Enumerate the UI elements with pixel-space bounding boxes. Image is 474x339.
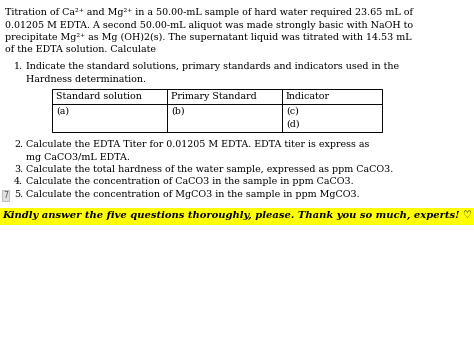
Text: Standard solution: Standard solution xyxy=(56,92,142,101)
Text: Hardness determination.: Hardness determination. xyxy=(26,75,146,83)
Text: 3.: 3. xyxy=(14,165,23,174)
Text: 5.: 5. xyxy=(14,190,23,199)
Text: (c): (c) xyxy=(286,107,299,116)
Text: Calculate the total hardness of the water sample, expressed as ppm CaCO3.: Calculate the total hardness of the wate… xyxy=(26,165,393,174)
Text: Primary Standard: Primary Standard xyxy=(171,92,257,101)
Text: precipitate Mg²⁺ as Mg (OH)2(s). The supernatant liquid was titrated with 14.53 : precipitate Mg²⁺ as Mg (OH)2(s). The sup… xyxy=(5,33,411,42)
Text: Indicator: Indicator xyxy=(286,92,330,101)
Text: Calculate the EDTA Titer for 0.01205 M EDTA. EDTA titer is express as: Calculate the EDTA Titer for 0.01205 M E… xyxy=(26,140,369,149)
Text: Kindly answer the five questions thoroughly, please. Thank you so much, experts!: Kindly answer the five questions thoroug… xyxy=(2,211,472,220)
Text: (b): (b) xyxy=(171,107,185,116)
Text: 1.: 1. xyxy=(14,62,23,71)
Text: 4.: 4. xyxy=(14,178,23,186)
Text: mg CaCO3/mL EDTA.: mg CaCO3/mL EDTA. xyxy=(26,153,130,161)
Bar xyxy=(0,207,474,224)
Text: 2.: 2. xyxy=(14,140,23,149)
Text: Calculate the concentration of CaCO3 in the sample in ppm CaCO3.: Calculate the concentration of CaCO3 in … xyxy=(26,178,354,186)
Bar xyxy=(52,89,382,132)
Text: 7: 7 xyxy=(3,191,8,200)
Text: (a): (a) xyxy=(56,107,69,116)
Text: (d): (d) xyxy=(286,120,300,128)
Text: 0.01205 M EDTA. A second 50.00-mL aliquot was made strongly basic with NaOH to: 0.01205 M EDTA. A second 50.00-mL aliquo… xyxy=(5,20,413,29)
Text: Indicate the standard solutions, primary standards and indicators used in the: Indicate the standard solutions, primary… xyxy=(26,62,399,71)
Text: Calculate the concentration of MgCO3 in the sample in ppm MgCO3.: Calculate the concentration of MgCO3 in … xyxy=(26,190,360,199)
Text: Titration of Ca²⁺ and Mg²⁺ in a 50.00-mL sample of hard water required 23.65 mL : Titration of Ca²⁺ and Mg²⁺ in a 50.00-mL… xyxy=(5,8,413,17)
Text: of the EDTA solution. Calculate: of the EDTA solution. Calculate xyxy=(5,45,156,55)
